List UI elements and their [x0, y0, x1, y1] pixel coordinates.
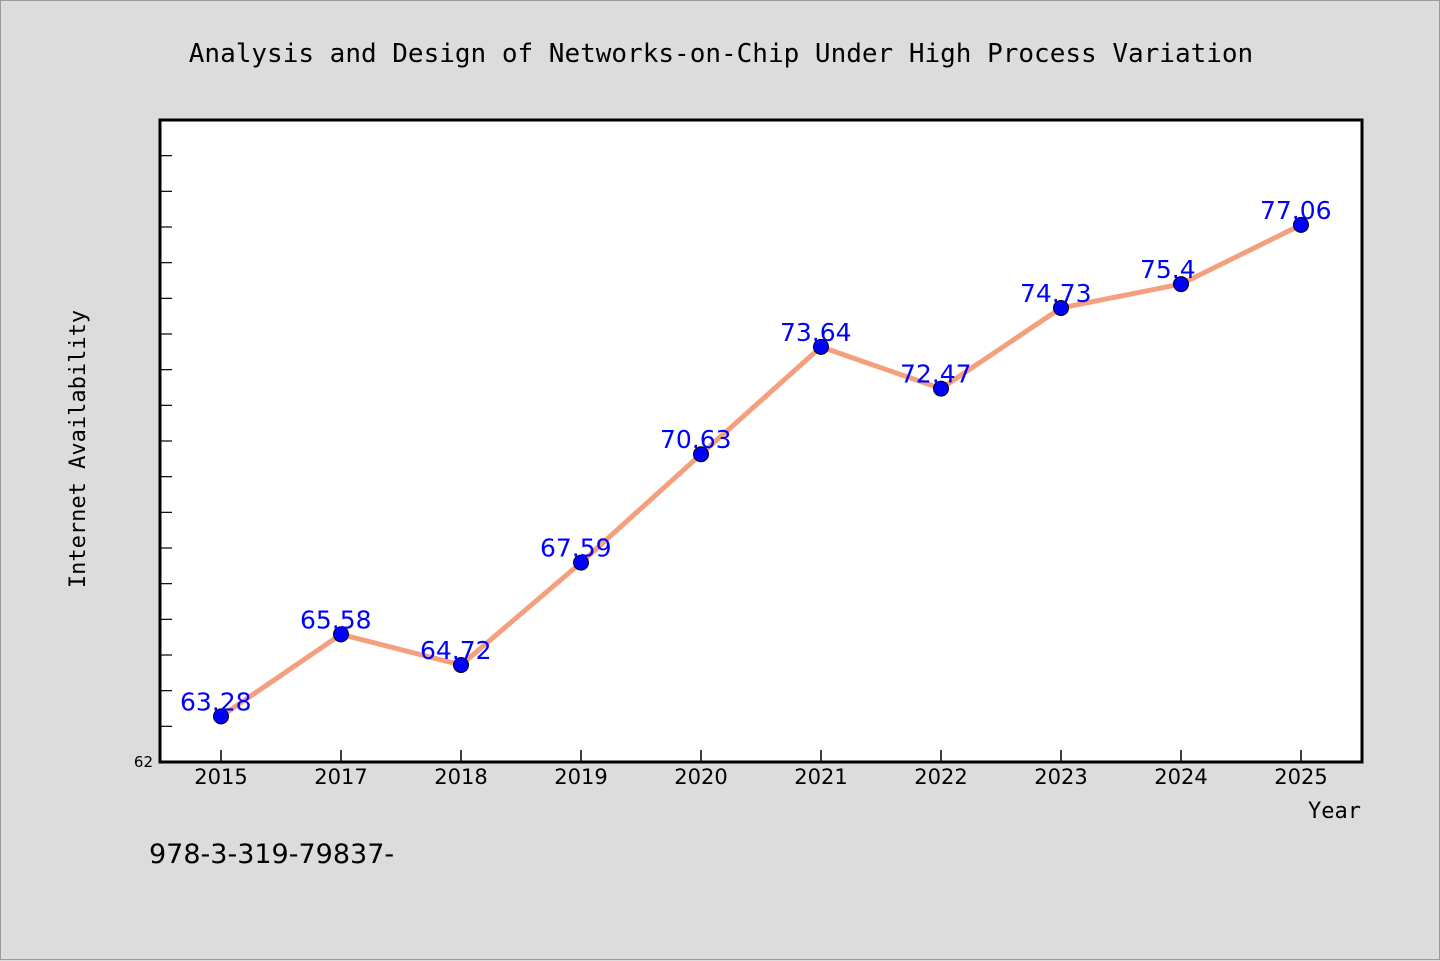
data-label: 75.4	[1140, 255, 1196, 284]
data-point	[1173, 276, 1189, 293]
x-axis-tick-labels: 2015 2017 2018 2019 2020 2021 2022 2023 2024 2025	[194, 765, 1327, 789]
data-labels: 63.28 65.58 64.72 67.59 70.63 73.64 72.47 74.73…	[180, 196, 1332, 716]
y-tick-label-min: 62	[134, 753, 153, 771]
x-axis-label: Year	[1308, 799, 1361, 824]
data-point	[1293, 216, 1309, 233]
data-label: 70.63	[660, 425, 732, 454]
x-tick-label: 2017	[314, 765, 367, 789]
x-tick-label: 2024	[1154, 765, 1207, 789]
y-axis-ticks	[160, 155, 172, 727]
data-point	[213, 708, 229, 725]
data-label: 74.73	[1020, 279, 1092, 308]
data-point	[933, 380, 949, 397]
data-point	[1053, 299, 1069, 316]
data-label: 77.06	[1260, 196, 1332, 225]
data-label: 67.59	[540, 534, 612, 563]
plot-area	[158, 118, 1364, 764]
data-label: 73.64	[780, 318, 852, 347]
data-point	[573, 554, 589, 571]
data-label: 72.47	[900, 360, 972, 389]
x-tick-label: 2015	[194, 765, 247, 789]
data-point	[693, 446, 709, 463]
y-axis-label: Internet Availability	[66, 310, 91, 588]
x-tick-label: 2022	[914, 765, 967, 789]
series-line	[218, 222, 1304, 719]
data-point	[453, 656, 469, 673]
data-point	[333, 626, 349, 643]
data-point	[813, 338, 829, 355]
x-tick-label: 2018	[434, 765, 487, 789]
x-axis-ticks	[220, 750, 1302, 762]
x-tick-label: 2025	[1274, 765, 1327, 789]
series-markers	[213, 216, 1309, 725]
data-label: 64.72	[420, 636, 492, 665]
x-tick-label: 2021	[794, 765, 847, 789]
data-label: 63.28	[180, 687, 252, 716]
footer-isbn-text: 978-3-319-79837-	[149, 839, 394, 870]
chart-title: Analysis and Design of Networks-on-Chip …	[189, 39, 1253, 69]
x-tick-label: 2023	[1034, 765, 1087, 789]
data-label: 65.58	[300, 605, 372, 634]
x-tick-label: 2020	[674, 765, 727, 789]
x-tick-label: 2019	[554, 765, 607, 789]
